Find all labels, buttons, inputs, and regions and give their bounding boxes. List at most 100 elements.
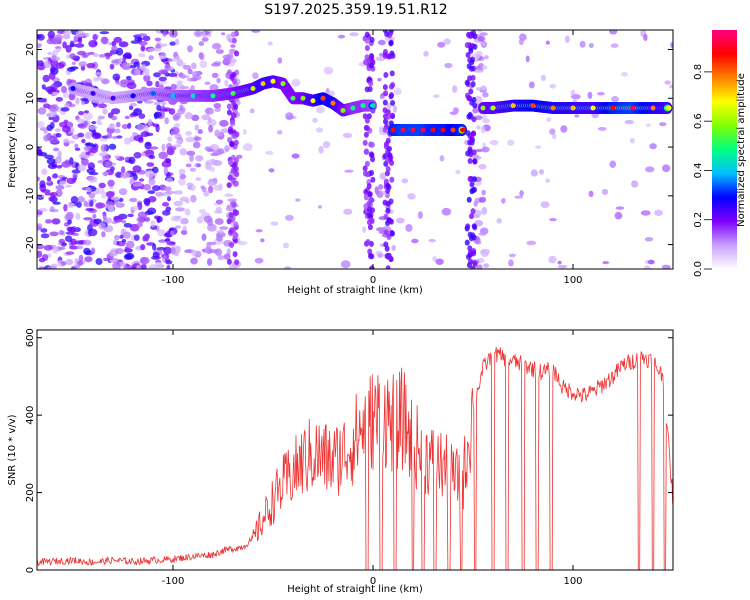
stripe-blob (382, 107, 388, 114)
noise-blob (98, 182, 106, 189)
noise-blob (474, 219, 484, 227)
noise-blob (128, 105, 134, 110)
noise-blob (214, 132, 223, 137)
noise-blob (482, 92, 489, 98)
stripe-blob (362, 139, 368, 146)
noise-blob (138, 53, 146, 58)
noise-blob (60, 261, 67, 266)
ridge-point (330, 100, 336, 106)
noise-blob (191, 249, 197, 256)
noise-blob (45, 86, 55, 93)
colorbar-tick-label: 0.8 (693, 64, 704, 80)
noise-blob (139, 256, 150, 265)
snr-y-ticks: 0 200 400 600 (25, 328, 673, 573)
noise-blob (548, 255, 557, 264)
stripe-blob (466, 63, 472, 70)
stripe-blob (226, 69, 232, 76)
noise-blob (624, 119, 634, 125)
noise-blob (84, 131, 92, 139)
noise-blob (153, 215, 161, 220)
noise-blob (115, 135, 123, 139)
noise-blob (173, 123, 181, 128)
noise-blob (76, 201, 82, 208)
stripe-blob (469, 213, 475, 220)
noise-blob (176, 80, 184, 85)
noise-blob (323, 66, 334, 75)
noise-blob (277, 57, 283, 64)
ridge-point (450, 127, 456, 133)
noise-blob (65, 54, 71, 59)
noise-blob (98, 115, 105, 120)
stripe-blob (472, 43, 478, 50)
noise-blob (175, 139, 183, 145)
stripe-blob (467, 57, 473, 64)
noise-blob (70, 195, 79, 204)
noise-blob (629, 137, 635, 144)
stripe-blob (471, 96, 477, 103)
noise-blob (78, 110, 85, 116)
noise-blob (213, 102, 222, 109)
noise-blob (195, 177, 202, 181)
noise-blob (107, 124, 117, 129)
ridge-point (350, 105, 356, 111)
colorbar-gradient-bar (712, 30, 737, 269)
noise-blob (602, 261, 610, 265)
stripe-blob (383, 241, 389, 248)
noise-blob (481, 189, 486, 196)
noise-blob (405, 223, 413, 232)
noise-blob (55, 62, 65, 69)
noise-blob (285, 112, 294, 121)
noise-blob (203, 215, 213, 223)
noise-blob (170, 216, 177, 222)
noise-blob (136, 222, 143, 228)
noise-blob (478, 63, 484, 67)
noise-blob (40, 233, 50, 239)
noise-blob (620, 72, 628, 77)
stripe-blob (389, 229, 395, 236)
noise-blob (401, 178, 409, 184)
noise-blob (237, 240, 248, 246)
noise-blob (102, 108, 108, 115)
noise-blob (417, 211, 423, 219)
spectrogram-x-ticks: -100 0 100 (162, 30, 583, 286)
noise-blob (65, 184, 72, 188)
noise-blob (69, 53, 76, 60)
noise-blob (174, 38, 180, 46)
noise-blob (144, 233, 151, 240)
ridge-point (430, 127, 436, 133)
noise-blob (52, 49, 59, 57)
noise-blob (473, 69, 484, 73)
noise-blob (39, 180, 46, 188)
stripe-blob (369, 152, 375, 159)
noise-blob (227, 55, 232, 64)
noise-blob (194, 136, 202, 141)
noise-blob (128, 156, 136, 165)
noise-blob (138, 40, 148, 46)
noise-blob (481, 65, 488, 70)
noise-blob (170, 83, 177, 91)
noise-blob (120, 166, 126, 174)
noise-blob (185, 130, 193, 136)
noise-blob (190, 194, 197, 203)
noise-blob (439, 155, 445, 162)
noise-blob (38, 266, 45, 269)
noise-blob (226, 204, 231, 209)
stripe-blob (233, 139, 239, 146)
noise-blob (180, 229, 188, 235)
ridge-point (490, 105, 496, 111)
stripe-blob (471, 176, 477, 183)
ridge-point (340, 107, 346, 113)
stripe-blob (230, 154, 236, 161)
noise-blob (173, 200, 183, 207)
noise-blob (133, 61, 140, 67)
noise-blob (197, 129, 203, 135)
stripe-blob (364, 148, 370, 155)
noise-blob (113, 216, 123, 223)
noise-blob (588, 190, 594, 198)
colorbar-tick-label: 0.0 (693, 261, 704, 277)
noise-blob (230, 58, 237, 63)
noise-blob (291, 78, 301, 87)
noise-blob (165, 260, 173, 265)
noise-blob (101, 78, 110, 85)
